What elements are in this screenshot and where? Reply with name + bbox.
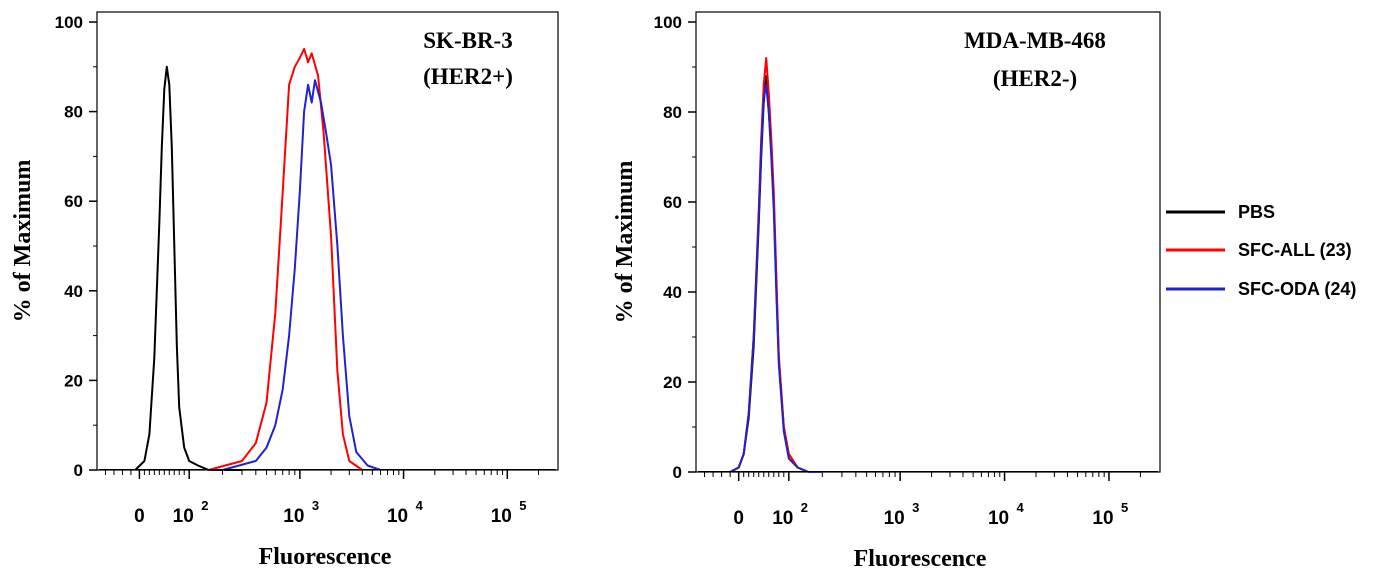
legend-label: SFC-ALL (23) <box>1238 240 1352 260</box>
x-tick-label: 10 <box>173 506 194 527</box>
x-tick-label: 10 <box>1092 508 1113 529</box>
x-axis-title: Fluorescence <box>259 544 392 570</box>
x-tick-label: 0 <box>134 506 145 527</box>
x-tick-label: 10 <box>491 506 512 527</box>
y-axis-title: % of Maximum <box>612 161 638 324</box>
chart-panel-sk-br-3: 0 20 40 60 80 100 0 10 2 10 3 10 4 10 5 SK-BR-3 (HER2+)%… <box>10 11 559 570</box>
x-tick-label: 10 <box>772 508 793 529</box>
series-line-sfc-all-23 <box>208 47 363 471</box>
y-tick-label: 100 <box>55 13 83 32</box>
chart-legend: PBS SFC-ALL (23) SFC-ODA (24) <box>1166 202 1356 299</box>
y-tick-label: 40 <box>663 283 682 302</box>
panel-title: SK-BR-3 <box>423 28 512 53</box>
x-tick-label: 0 <box>733 508 744 529</box>
legend-label: PBS <box>1238 202 1275 222</box>
x-tick-exponent: 2 <box>801 500 808 515</box>
y-axis-title: % of Maximum <box>10 160 36 323</box>
y-tick-label: 0 <box>673 463 682 482</box>
x-tick-exponent: 5 <box>1121 500 1128 515</box>
x-tick-exponent: 4 <box>416 498 424 513</box>
series-line-sfc-oda-24 <box>729 84 823 473</box>
y-tick-label: 80 <box>663 103 682 122</box>
y-tick-label: 60 <box>64 192 83 211</box>
x-tick-label: 10 <box>283 506 304 527</box>
x-axis-title: Fluorescence <box>854 546 987 572</box>
x-tick-label: 10 <box>988 508 1009 529</box>
x-tick-exponent: 4 <box>1017 500 1025 515</box>
panel-subtitle: (HER2-) <box>993 66 1077 91</box>
series-line-sfc-oda-24 <box>222 79 381 471</box>
y-tick-label: 100 <box>654 13 682 32</box>
x-tick-label: 10 <box>387 506 408 527</box>
panel-subtitle: (HER2+) <box>423 64 513 89</box>
x-tick-exponent: 3 <box>312 498 319 513</box>
panel-title: MDA-MB-468 <box>964 28 1106 53</box>
y-tick-label: 0 <box>74 461 83 480</box>
x-tick-exponent: 3 <box>912 500 919 515</box>
y-tick-label: 40 <box>64 282 83 301</box>
x-tick-exponent: 2 <box>201 498 208 513</box>
legend-label: SFC-ODA (24) <box>1238 279 1356 299</box>
chart-panel-mda-mb-468: 0 20 40 60 80 100 0 10 2 10 3 10 4 10 5 MDA-MB-468 (HER2… <box>612 11 1161 572</box>
y-tick-label: 20 <box>663 373 682 392</box>
y-tick-label: 60 <box>663 193 682 212</box>
x-tick-label: 10 <box>884 508 905 529</box>
series-line-pbs <box>134 65 242 471</box>
y-tick-label: 20 <box>64 371 83 390</box>
y-tick-label: 80 <box>64 103 83 122</box>
x-tick-exponent: 5 <box>519 498 526 513</box>
